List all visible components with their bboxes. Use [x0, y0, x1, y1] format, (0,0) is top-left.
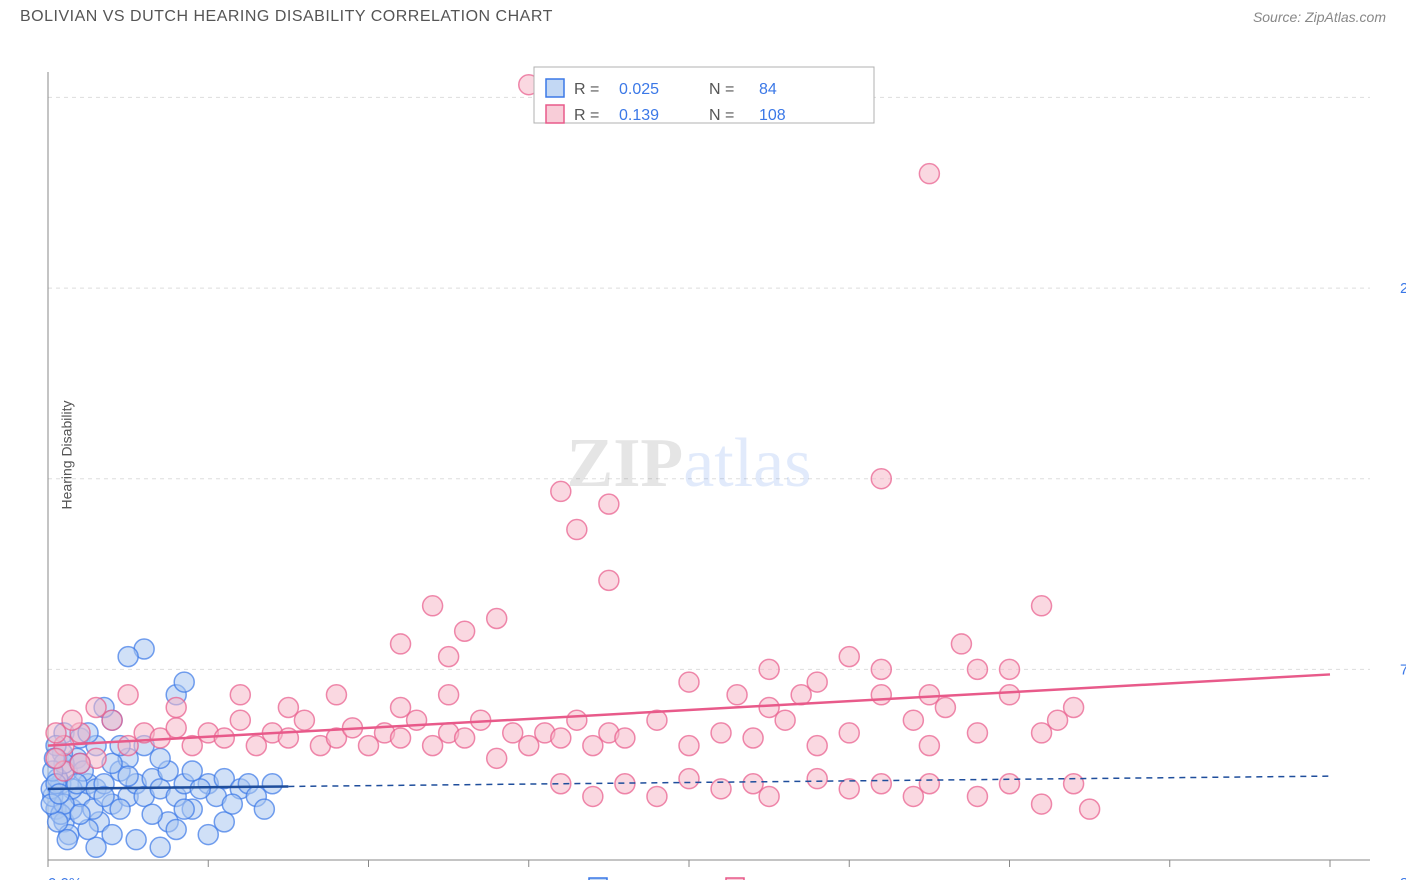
svg-text:N =: N = [709, 107, 734, 124]
correlation-chart: 7.5% 22.5% 0.0% 80.0% ZIPatlas R = 0.025 N = 84 R… [0, 30, 1406, 880]
svg-text:0.139: 0.139 [619, 107, 659, 124]
svg-text:108: 108 [759, 107, 786, 124]
chart-title: BOLIVIAN VS DUTCH HEARING DISABILITY COR… [20, 8, 553, 26]
y-axis-label: Hearing Disability [58, 401, 74, 510]
svg-text:R =: R = [574, 107, 599, 124]
svg-text:80.0%: 80.0% [1400, 875, 1406, 880]
svg-text:ZIPatlas: ZIPatlas [567, 425, 812, 502]
svg-text:N =: N = [709, 81, 734, 98]
svg-text:0.0%: 0.0% [48, 875, 82, 880]
svg-text:84: 84 [759, 81, 777, 98]
svg-text:7.5%: 7.5% [1400, 661, 1406, 678]
svg-text:R =: R = [574, 81, 599, 98]
source-label: Source: ZipAtlas.com [1253, 9, 1386, 25]
svg-text:22.5%: 22.5% [1400, 280, 1406, 297]
svg-text:0.025: 0.025 [619, 81, 659, 98]
